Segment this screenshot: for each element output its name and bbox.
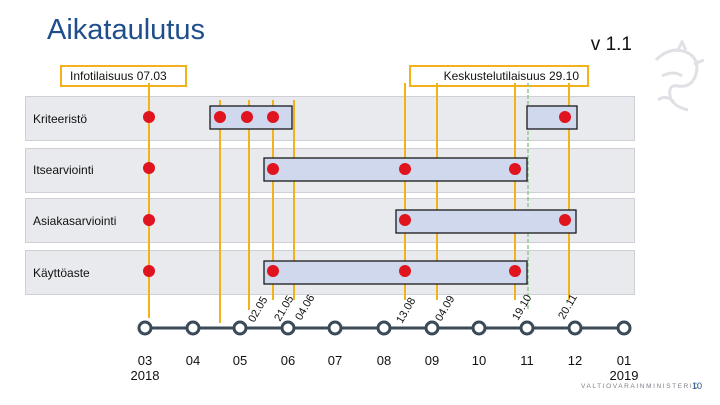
dot xyxy=(399,163,411,175)
timeline-tick-label: 04 xyxy=(186,353,200,368)
dot xyxy=(267,265,279,277)
row-label-kayttoaste: Käyttöaste xyxy=(33,266,90,280)
date-label: 13.08 xyxy=(394,296,418,326)
timeline-tick-label: 03 xyxy=(138,353,152,368)
dot xyxy=(559,214,571,226)
page-number: 10 xyxy=(692,381,703,391)
timeline-node xyxy=(616,320,632,336)
timeline-node xyxy=(327,320,343,336)
timeline-year-label: 2018 xyxy=(131,368,160,383)
dot xyxy=(399,265,411,277)
timeline-node xyxy=(185,320,201,336)
timeline-tick-label: 01 xyxy=(617,353,631,368)
timeline-tick-label: 10 xyxy=(472,353,486,368)
dot xyxy=(399,214,411,226)
timeline-tick-label: 09 xyxy=(425,353,439,368)
date-label: 04.06 xyxy=(293,293,317,323)
milestone-label-consultation: Keskustelutilaisuus 29.10 xyxy=(409,65,589,87)
timeline-tick-label: 05 xyxy=(233,353,247,368)
dot xyxy=(241,111,253,123)
version-label: v 1.1 xyxy=(590,34,632,55)
timeline-node xyxy=(280,320,296,336)
dot xyxy=(267,163,279,175)
row-label-asiakasarviointi: Asiakasarviointi xyxy=(33,214,117,228)
timeline-tick-label: 07 xyxy=(328,353,342,368)
timeline-node xyxy=(376,320,392,336)
timeline-node xyxy=(137,320,153,336)
timeline-tick-label: 12 xyxy=(568,353,582,368)
dot xyxy=(143,162,155,174)
timeline-tick-label: 06 xyxy=(281,353,295,368)
timeline-tick-label: 11 xyxy=(520,353,534,368)
row-label-kriteeristo: Kriteeristö xyxy=(33,112,88,126)
bar-asiakasarviointi xyxy=(395,209,577,234)
milestone-label-info: Infotilaisuus 07.03 xyxy=(60,65,187,87)
timeline-year-label: 2019 xyxy=(610,368,639,383)
dot xyxy=(143,111,155,123)
dot xyxy=(509,265,521,277)
dot xyxy=(214,111,226,123)
timeline-nodes xyxy=(137,320,632,336)
timeline-node xyxy=(519,320,535,336)
bar-kayttoaste xyxy=(263,260,528,285)
bar-itsearviointi xyxy=(263,157,528,182)
dot xyxy=(143,214,155,226)
lion-crest-icon xyxy=(654,40,705,112)
row-label-itsearviointi: Itsearviointi xyxy=(33,163,94,177)
timeline-node xyxy=(232,320,248,336)
timeline-node xyxy=(471,320,487,336)
dot xyxy=(143,265,155,277)
timeline-tick-label: 08 xyxy=(377,353,391,368)
timeline-node xyxy=(424,320,440,336)
timeline-node xyxy=(567,320,583,336)
dot xyxy=(509,163,521,175)
footer-org-name: VALTIOVARAINMINISTERIÖ xyxy=(581,383,700,390)
slide-title: Aikataulutus xyxy=(47,14,205,46)
date-label: 20.11 xyxy=(556,292,580,321)
dot xyxy=(559,111,571,123)
date-label: 21.05 xyxy=(272,294,296,324)
date-label: 19.10 xyxy=(510,293,534,323)
dot xyxy=(267,111,279,123)
